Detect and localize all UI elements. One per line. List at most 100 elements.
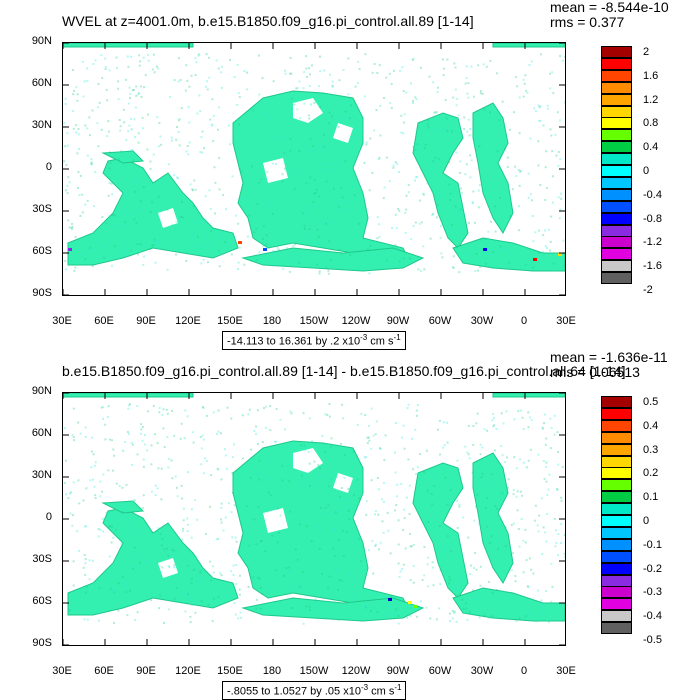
field-speckle — [517, 169, 520, 172]
field-speckle — [402, 508, 405, 511]
field-speckle — [348, 100, 351, 103]
field-speckle — [279, 418, 282, 421]
field-speckle — [479, 143, 482, 146]
field-speckle — [224, 241, 227, 243]
field-speckle — [328, 575, 331, 578]
field-speckle — [409, 605, 412, 608]
field-speckle — [385, 76, 388, 79]
field-speckle — [407, 458, 410, 461]
field-speckle — [486, 237, 489, 240]
field-speckle — [212, 597, 215, 600]
field-speckle — [84, 573, 87, 576]
field-speckle — [253, 430, 256, 432]
field-speckle — [546, 104, 549, 107]
field-speckle — [458, 254, 461, 257]
field-speckle — [318, 270, 321, 273]
colorbar-label: 0 — [643, 515, 650, 527]
field-speckle — [312, 258, 315, 261]
field-speckle — [472, 444, 475, 446]
field-speckle — [404, 211, 407, 214]
field-speckle — [454, 88, 457, 91]
field-speckle — [233, 602, 236, 605]
field-speckle — [136, 243, 139, 245]
field-speckle — [102, 417, 104, 420]
field-speckle — [65, 493, 67, 496]
field-speckle — [265, 405, 268, 408]
field-speckle — [281, 173, 284, 176]
field-speckle — [521, 255, 524, 258]
field-speckle — [262, 238, 264, 240]
colorbar-cell — [601, 586, 632, 599]
field-speckle — [114, 214, 117, 217]
field-speckle — [455, 151, 458, 154]
field-speckle — [137, 253, 140, 256]
field-speckle — [446, 441, 449, 444]
field-speckle — [173, 434, 176, 437]
field-speckle — [64, 103, 67, 105]
field-speckle — [499, 197, 502, 199]
field-speckle — [151, 244, 154, 247]
field-speckle — [411, 58, 414, 61]
field-speckle — [90, 161, 93, 164]
field-speckle — [302, 622, 305, 625]
field-speckle — [247, 585, 250, 588]
field-speckle — [520, 518, 523, 520]
field-speckle — [422, 245, 425, 248]
field-speckle — [467, 96, 470, 99]
field-speckle — [142, 264, 145, 266]
field-speckle — [343, 498, 346, 501]
field-speckle — [76, 93, 79, 96]
field-speckle — [372, 434, 375, 437]
field-speckle — [122, 192, 125, 194]
field-speckle — [204, 195, 207, 198]
field-speckle — [474, 552, 477, 555]
field-speckle — [152, 153, 155, 156]
field-speckle — [154, 261, 157, 264]
field-speckle — [151, 68, 154, 71]
field-speckle — [140, 428, 143, 431]
field-speckle — [157, 67, 160, 70]
field-speckle — [200, 600, 203, 603]
field-speckle — [307, 482, 310, 485]
field-speckle — [188, 141, 191, 144]
field-speckle — [197, 235, 199, 238]
field-speckle — [125, 502, 128, 505]
field-speckle — [173, 566, 176, 569]
field-speckle — [446, 130, 449, 133]
field-speckle — [478, 522, 481, 525]
field-speckle — [139, 85, 142, 88]
field-speckle — [238, 593, 241, 596]
field-speckle — [505, 410, 508, 413]
field-speckle — [101, 490, 104, 493]
field-speckle — [160, 498, 163, 501]
field-speckle — [323, 69, 326, 72]
field-speckle — [124, 441, 127, 443]
field-speckle — [205, 85, 207, 88]
field-speckle — [328, 459, 331, 462]
field-speckle — [92, 205, 95, 207]
field-speckle — [542, 250, 545, 253]
field-speckle — [549, 256, 552, 259]
rms-value: rms = 0.06513 — [550, 364, 640, 380]
field-speckle — [199, 151, 202, 153]
field-speckle — [131, 443, 134, 446]
colorbar-label: -2 — [643, 284, 653, 296]
field-speckle — [254, 554, 257, 556]
field-speckle — [288, 566, 291, 569]
field-speckle — [429, 237, 432, 240]
field-speckle — [550, 600, 553, 603]
field-speckle — [330, 512, 333, 515]
field-speckle — [281, 180, 284, 183]
field-speckle — [256, 409, 259, 412]
field-speckle — [482, 63, 485, 66]
field-speckle — [282, 267, 285, 270]
field-speckle — [561, 465, 564, 468]
field-speckle — [477, 269, 479, 272]
field-speckle — [307, 451, 310, 454]
field-speckle — [200, 262, 203, 265]
field-speckle — [104, 68, 107, 70]
field-speckle — [143, 443, 146, 446]
field-speckle — [305, 473, 308, 476]
field-speckle — [85, 525, 88, 528]
field-speckle — [479, 565, 482, 568]
